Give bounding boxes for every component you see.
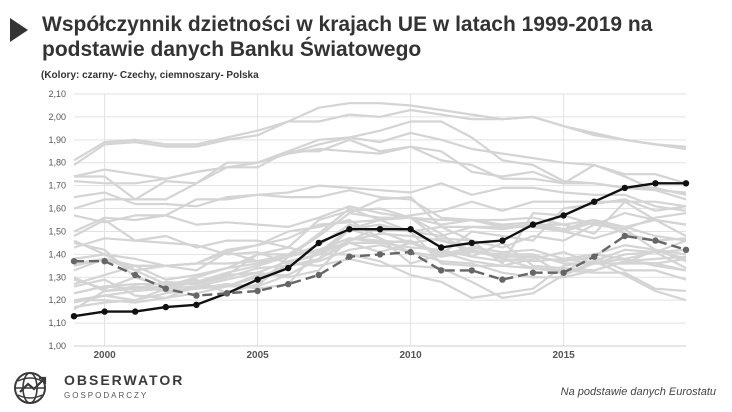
czechy-data-point (560, 212, 567, 219)
czechy-data-point (346, 226, 353, 233)
czechy-data-point (254, 276, 261, 283)
polska-data-point (438, 267, 445, 274)
country-series-line (73, 237, 687, 299)
y-tick-label: 1,20 (48, 295, 66, 305)
polska-data-point (162, 285, 169, 292)
polska-data-point (285, 280, 292, 288)
czechy-data-point (162, 303, 169, 311)
fertility-line-chart: 1,00 1,10 1,20 1,30 1,40 1,50 1,60 1,70 1,80 1,90… (48, 89, 690, 360)
country-series-line (73, 207, 687, 286)
globe-logo-icon (14, 372, 47, 404)
polska-data-point (529, 269, 537, 276)
x-tick-label: 2010 (399, 350, 422, 360)
polska-data-point (315, 271, 322, 279)
czechy-data-point (285, 264, 292, 272)
x-axis: 2000 2005 2010 2015 (93, 350, 575, 360)
czechy-data-point (376, 226, 384, 233)
polska-data-point (499, 276, 506, 283)
polska-data-point (254, 287, 261, 295)
x-tick-label: 2005 (246, 350, 269, 360)
polska-data-point (621, 232, 628, 240)
y-axis: 1,00 1,10 1,20 1,30 1,40 1,50 1,60 1,70 1,80 1,90… (48, 89, 66, 351)
polska-data-point (193, 292, 200, 299)
polska-data-point (468, 267, 475, 274)
x-tick-label: 2000 (93, 350, 116, 360)
czechy-data-point (682, 180, 690, 187)
czechy-data-point (652, 180, 659, 187)
y-tick-label: 1,50 (48, 226, 66, 236)
country-series-line (73, 108, 687, 162)
czechy-data-point (499, 237, 506, 244)
czechy-data-point (193, 301, 200, 308)
polska-data-point (223, 290, 231, 297)
country-series-line (73, 207, 687, 295)
country-series-line (74, 138, 687, 201)
y-tick-label: 2,00 (48, 112, 66, 122)
country-series-line (73, 182, 687, 233)
country-series-line (73, 102, 687, 166)
czechy-data-point (438, 244, 445, 251)
eu-country-lines (73, 102, 687, 311)
country-series-line (73, 205, 687, 242)
czechy-data-point (591, 198, 598, 205)
polska-data-point (101, 258, 108, 265)
observator-logo: OBSERWATOR GOSPODARCZY (12, 370, 202, 406)
polska-data-point (346, 253, 353, 260)
czechy-data-point (101, 308, 108, 315)
polska-data-point (591, 253, 598, 260)
chart-title: Współczynnik dzietności w krajach UE w l… (42, 13, 653, 61)
play-arrow-icon (10, 18, 28, 42)
x-tick-label: 2015 (552, 350, 575, 360)
polska-data-point (132, 271, 139, 279)
logo-tagline: GOSPODARCZY (64, 391, 149, 400)
polska-data-point (376, 251, 384, 258)
y-tick-label: 1,40 (48, 249, 66, 259)
polska-data-point (682, 246, 690, 253)
y-tick-label: 1,80 (48, 158, 66, 168)
polska-data-point (70, 258, 78, 265)
polska-data-point (652, 237, 659, 244)
chart-subtitle: (Kolory: czarny- Czechy, ciemnoszary- Po… (41, 70, 259, 81)
country-series-line (73, 218, 687, 299)
czechy-data-point (468, 239, 475, 247)
y-tick-label: 1,30 (48, 272, 66, 282)
y-tick-label: 1,90 (48, 135, 66, 145)
czechy-data-point (621, 184, 628, 192)
y-tick-label: 1,10 (48, 318, 66, 328)
y-tick-label: 2,10 (48, 89, 66, 99)
source-note: Na podstawie danych Eurostatu (560, 386, 716, 398)
polska-data-point (407, 248, 414, 256)
czechy-data-point (529, 221, 537, 228)
czechy-data-point (70, 313, 78, 320)
country-series-line (73, 145, 687, 210)
y-tick-label: 1,70 (48, 181, 66, 191)
y-tick-label: 1,00 (48, 341, 66, 351)
czechy-data-point (407, 226, 414, 233)
y-tick-label: 1,60 (48, 204, 66, 214)
highlight-lines (70, 180, 690, 320)
czechy-data-point (132, 308, 139, 315)
czechy-data-point (315, 239, 322, 247)
logo-name: OBSERWATOR (64, 372, 185, 388)
polska-data-point (560, 269, 567, 276)
